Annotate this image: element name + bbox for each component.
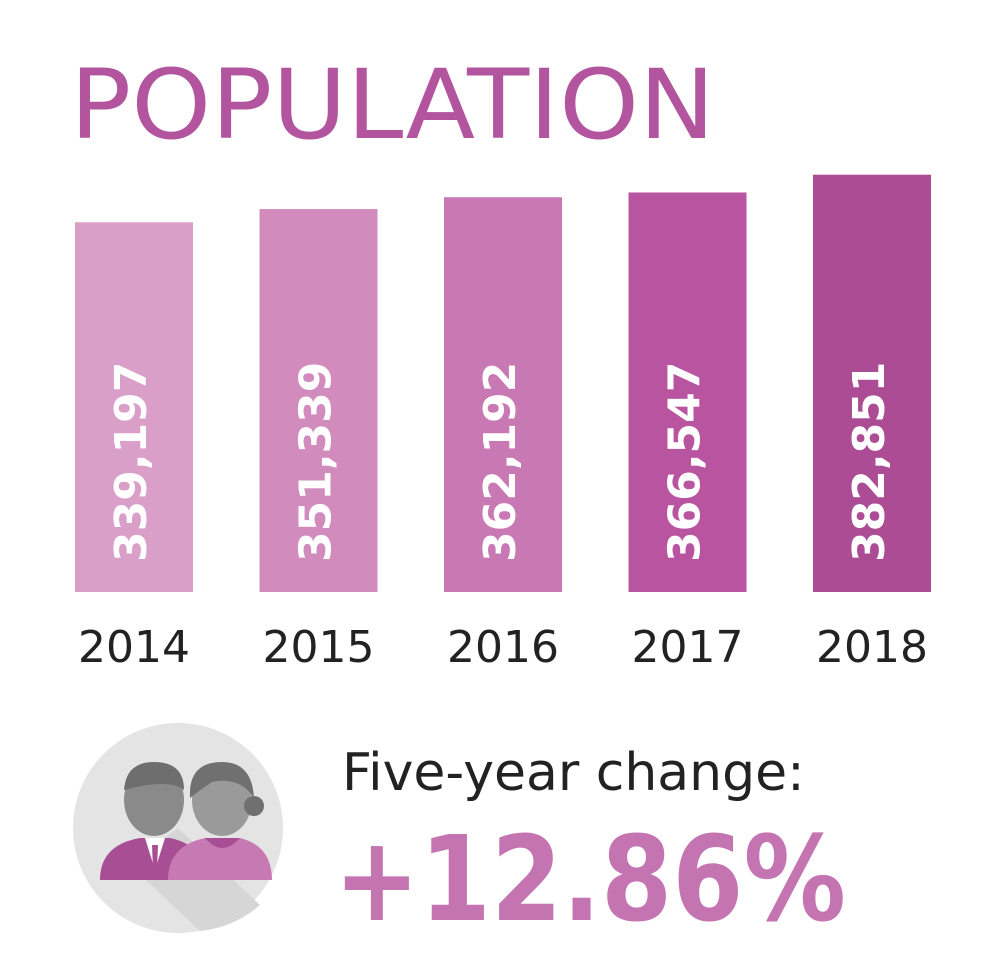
- bar: [259, 209, 378, 592]
- value-label: 362,192: [475, 362, 526, 562]
- bar: [813, 174, 931, 592]
- bar: [75, 222, 193, 592]
- value-label: 382,851: [844, 362, 895, 562]
- x-tick-label: 2014: [78, 622, 190, 673]
- x-tick-label: 2018: [816, 622, 928, 673]
- change-value: +12.86%: [334, 810, 846, 948]
- change-label: Five-year change:: [342, 743, 805, 803]
- x-tick-label: 2017: [632, 622, 744, 673]
- value-label: 366,547: [660, 362, 711, 562]
- people-icon: [73, 723, 283, 933]
- chart-title: POPULATION: [70, 49, 715, 161]
- x-tick-label: 2015: [263, 622, 375, 673]
- bar: [628, 192, 747, 592]
- value-label: 339,197: [106, 362, 157, 562]
- value-label: 351,339: [291, 362, 342, 562]
- bar: [444, 197, 562, 592]
- x-tick-label: 2016: [447, 622, 559, 673]
